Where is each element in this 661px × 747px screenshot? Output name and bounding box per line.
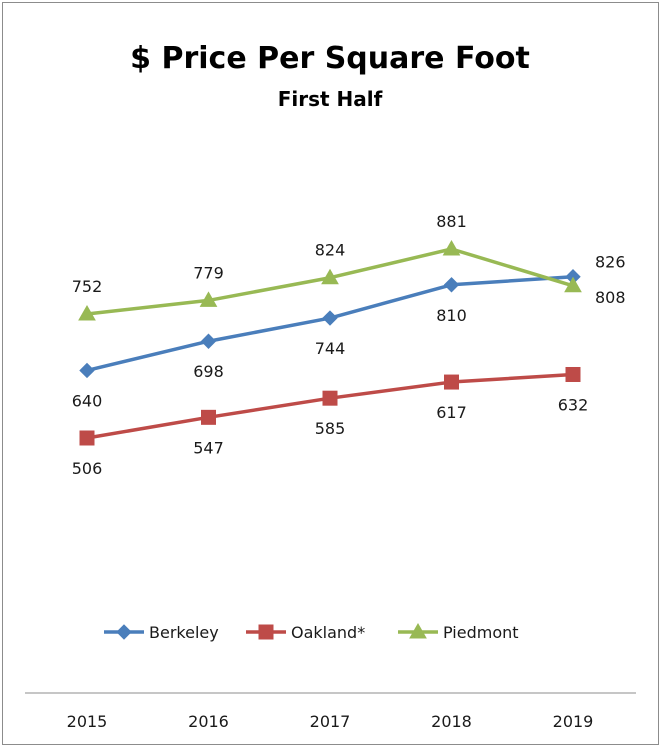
marker-oakland-2019: [565, 366, 581, 382]
series-oakland: [79, 366, 581, 446]
marker-berkeley-2018: [443, 277, 460, 293]
marker-oakland-2017: [322, 390, 338, 406]
legend-marker-piedmont: [409, 622, 427, 639]
marker-berkeley-2017: [322, 310, 338, 326]
x-tick-label-2017: 2017: [310, 712, 351, 731]
data-label-piedmont-2017: 824: [315, 241, 346, 260]
legend-label-oakland: Oakland*: [291, 623, 365, 642]
marker-piedmont-2019: [564, 276, 582, 293]
series-berkeley: [79, 269, 581, 379]
data-label-berkeley-2015: 640: [72, 391, 103, 410]
data-label-piedmont-2018: 881: [436, 212, 467, 231]
data-label-berkeley-2019: 826: [595, 253, 626, 272]
marker-piedmont-2015: [78, 305, 96, 321]
marker-piedmont-2018: [442, 239, 461, 256]
marker-oakland-2015: [79, 430, 95, 446]
data-label-berkeley-2017: 744: [315, 339, 346, 358]
x-tick-label-2018: 2018: [431, 712, 472, 731]
series-piedmont: [78, 239, 582, 321]
marker-oakland-2018: [444, 374, 459, 390]
data-label-piedmont-2016: 779: [193, 263, 224, 282]
data-label-oakland-2018: 617: [436, 403, 467, 422]
legend-marker-berkeley: [116, 624, 132, 640]
data-label-oakland-2015: 506: [72, 459, 103, 478]
marker-piedmont-2016: [199, 291, 218, 307]
legend-label-piedmont: Piedmont: [443, 623, 519, 642]
legend-item-berkeley: Berkeley: [104, 623, 219, 642]
data-label-oakland-2019: 632: [558, 395, 589, 414]
data-label-piedmont-2019: 808: [595, 288, 626, 307]
data-label-oakland-2017: 585: [315, 419, 346, 438]
legend: Berkeley Oakland* Piedmont: [104, 622, 519, 642]
marker-oakland-2016: [201, 409, 216, 425]
chart-title: $ Price Per Square Foot: [130, 41, 530, 76]
legend-marker-oakland: [258, 624, 274, 640]
x-tick-label-2016: 2016: [188, 712, 229, 731]
x-tick-label-2019: 2019: [553, 712, 594, 731]
data-label-berkeley-2016: 698: [193, 362, 224, 381]
marker-berkeley-2016: [200, 333, 217, 349]
x-tick-label-2015: 2015: [67, 712, 108, 731]
marker-berkeley-2015: [79, 362, 95, 379]
data-label-berkeley-2018: 810: [436, 306, 467, 325]
data-label-oakland-2016: 547: [193, 438, 224, 457]
data-label-layer: 640 698 744 810 826 506 547 585 617 632 752 779 824 8…: [72, 212, 626, 478]
legend-item-oakland: Oakland*: [246, 623, 365, 642]
series-layer: [78, 239, 582, 446]
legend-label-berkeley: Berkeley: [149, 623, 219, 642]
data-label-piedmont-2015: 752: [72, 277, 103, 296]
chart-subtitle: First Half: [278, 87, 383, 111]
legend-item-piedmont: Piedmont: [398, 622, 519, 642]
x-axis-ticks: 2015 2016 2017 2018 2019: [67, 712, 594, 731]
marker-piedmont-2017: [321, 268, 339, 285]
